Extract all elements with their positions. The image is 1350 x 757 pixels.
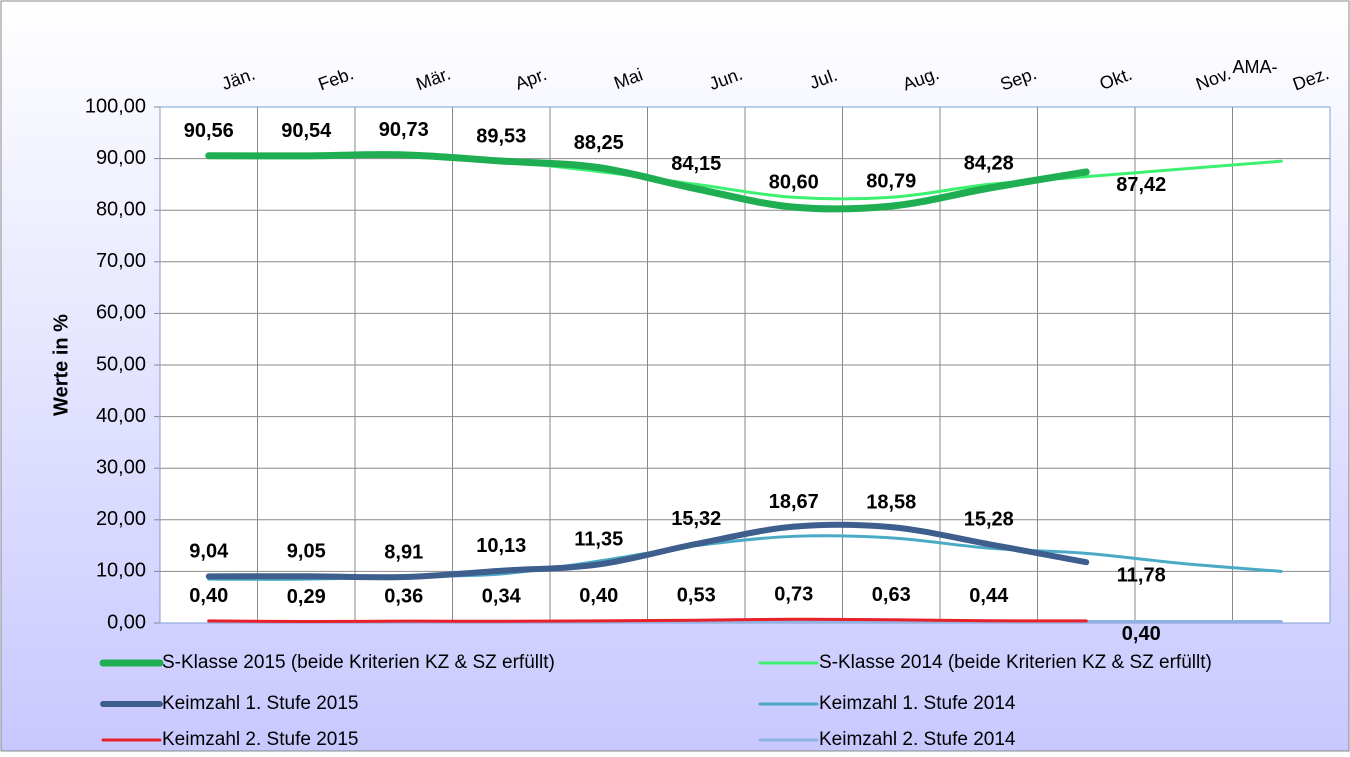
data-label: 15,32 [671,508,721,530]
y-tick-label: 80,00 [96,198,146,220]
data-label: 87,42 [1116,174,1166,196]
data-label: 0,40 [1122,623,1161,645]
data-label: 0,44 [969,585,1009,607]
data-label: 11,78 [1117,564,1166,586]
y-tick-label: 60,00 [96,302,146,324]
data-label: 0,53 [677,585,716,607]
series-line [205,151,1090,213]
legend-label: Keimzahl 2. Stufe 2014 [819,729,1016,750]
data-label: 0,36 [384,585,423,607]
y-axis-title: Werte in % [50,314,72,416]
annotation: AMA- [1233,57,1278,77]
data-label: 89,53 [476,125,526,147]
data-label: 0,40 [579,585,618,607]
data-label: 80,60 [769,171,819,193]
data-label: 8,91 [384,541,423,563]
data-label: 15,28 [964,508,1014,530]
data-label: 10,13 [476,535,526,557]
data-label: 90,54 [281,120,332,142]
series-line [207,617,1088,624]
y-tick-label: 0,00 [107,611,146,633]
legend-label: Keimzahl 2. Stufe 2015 [162,729,358,750]
legend-label: S-Klasse 2015 (beide Kriterien KZ & SZ e… [162,652,555,673]
data-label: 9,05 [287,541,326,563]
data-label: 80,79 [866,170,916,192]
y-tick-label: 10,00 [96,560,146,582]
y-tick-label: 70,00 [96,250,146,272]
data-label: 0,63 [872,584,911,606]
data-label: 90,56 [184,120,234,142]
y-tick-label: 30,00 [96,456,146,478]
y-tick-label: 90,00 [96,147,146,169]
data-label: 0,73 [774,584,813,606]
legend-label: Keimzahl 1. Stufe 2014 [819,693,1016,714]
y-tick-label: 20,00 [96,508,146,530]
data-label: 84,28 [964,152,1014,174]
data-label: 90,73 [379,119,429,141]
y-tick-label: 40,00 [96,405,146,427]
data-label: 84,15 [671,153,721,175]
legend-label: S-Klasse 2014 (beide Kriterien KZ & SZ e… [819,652,1212,673]
data-label: 0,40 [189,585,228,607]
data-label: 9,04 [189,541,229,563]
series-line [205,521,1090,581]
y-tick-label: 100,00 [85,95,146,117]
data-label: 11,35 [574,529,623,551]
data-label: 18,58 [866,491,916,513]
data-label: 88,25 [574,132,624,154]
y-tick-label: 50,00 [96,353,146,375]
data-label: 0,34 [482,586,522,608]
legend-label: Keimzahl 1. Stufe 2015 [162,693,358,714]
data-label: 0,29 [287,586,326,608]
data-label: 18,67 [769,491,819,513]
